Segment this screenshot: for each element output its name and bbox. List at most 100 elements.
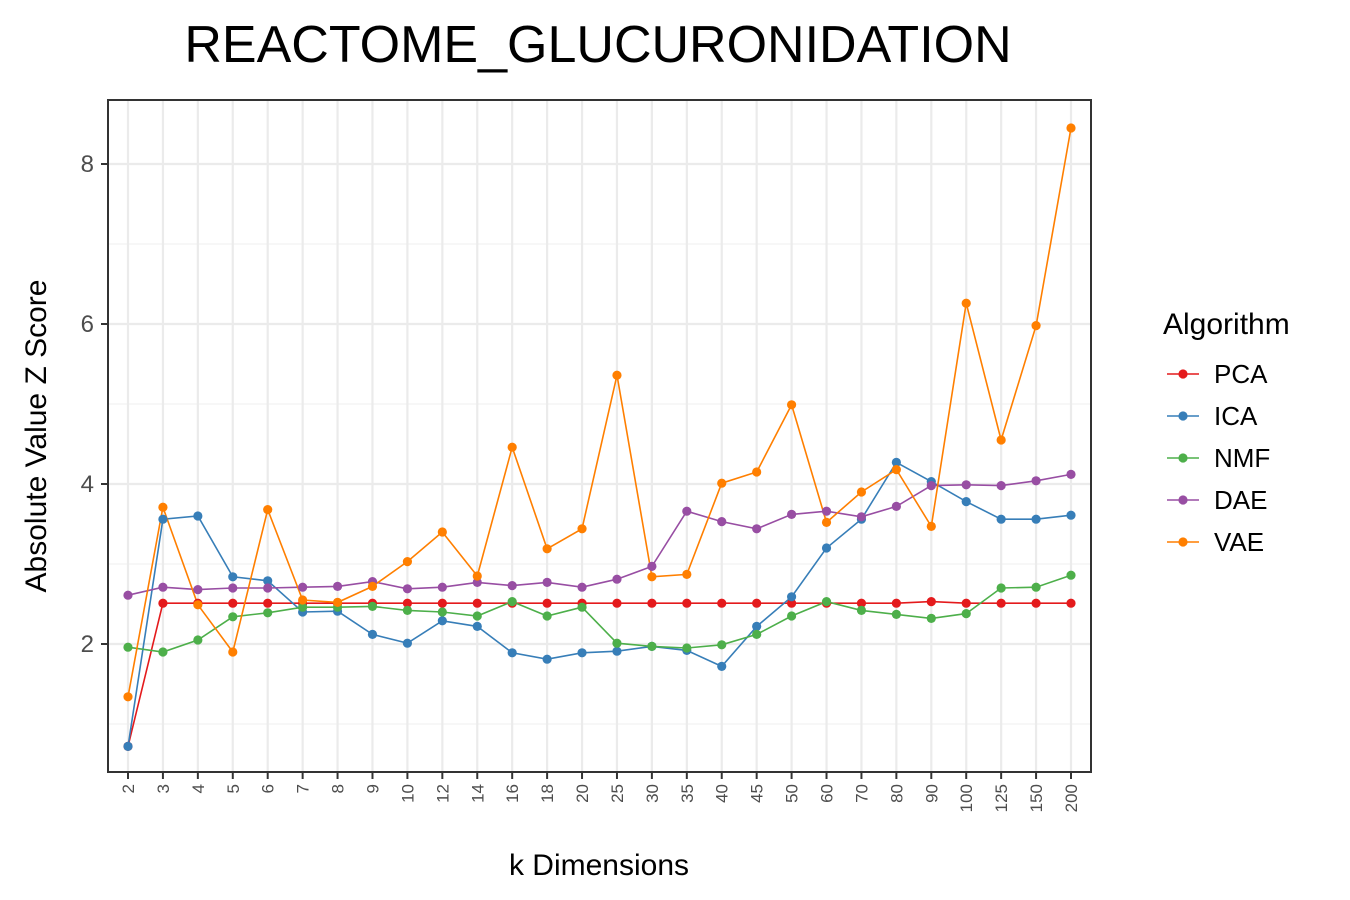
plot-panel [108,100,1091,772]
point-nmf-10 [402,605,413,616]
series-lines [127,127,1072,747]
point-pca-50 [786,598,797,608]
series-line-vae [127,127,1072,697]
x-tick-label: 80 [887,784,906,803]
x-tick-label: 40 [713,784,732,803]
point-vae-35 [682,569,692,580]
point-ica-9 [367,629,378,640]
point-vae-14 [472,571,482,581]
point-ica-10 [402,638,413,648]
point-vae-6 [263,505,273,515]
series-line-ica [127,461,1072,747]
point-ica-5 [228,572,238,582]
point-nmf-90 [926,613,936,624]
point-ica-6 [263,576,273,586]
x-tick-label: 70 [852,784,871,803]
legend-key-point-vae [1178,537,1188,547]
point-ica-80 [891,457,901,467]
point-nmf-40 [717,640,727,650]
point-pca-35 [682,598,692,608]
point-ica-25 [612,646,622,656]
y-axis: 2 4 6 8 [81,151,108,658]
gridlines [108,100,1091,772]
point-vae-4 [193,600,203,610]
x-tick-label: 12 [433,784,452,803]
point-dae-16 [507,581,517,591]
point-nmf-6 [263,608,273,618]
series-line-dae [127,473,1072,596]
point-nmf-4 [193,635,203,645]
point-vae-12 [437,527,447,537]
point-pca-80 [891,598,901,608]
point-pca-45 [752,598,762,608]
point-ica-200 [1066,510,1076,520]
point-vae-200 [1066,123,1076,133]
point-vae-2 [123,692,133,702]
point-dae-6 [263,583,273,593]
point-nmf-45 [752,629,762,640]
point-ica-12 [437,616,447,626]
point-dae-12 [437,582,447,592]
point-vae-25 [612,370,622,380]
x-tick-label: 50 [783,784,802,803]
point-vae-10 [402,557,413,567]
point-dae-80 [891,501,901,511]
legend-label-nmf: NMF [1214,443,1270,473]
point-nmf-25 [612,638,622,648]
x-tick-label: 200 [1062,784,1081,812]
point-nmf-2 [123,642,133,652]
x-tick-label: 35 [678,784,697,803]
point-nmf-35 [682,643,692,653]
point-pca-5 [228,598,238,608]
x-tick-label: 25 [608,784,627,803]
x-tick-label: 45 [748,784,767,803]
point-vae-8 [332,597,343,608]
point-pca-12 [437,598,447,608]
point-pca-3 [158,598,168,608]
x-tick-label: 125 [992,784,1011,812]
point-pca-30 [647,598,657,608]
x-tick-label: 150 [1027,784,1046,812]
x-tick-label: 30 [643,784,662,803]
point-pca-10 [402,598,413,608]
point-vae-9 [367,581,378,592]
y-tick-label: 6 [81,311,94,338]
point-nmf-5 [228,612,238,622]
y-tick-label: 4 [81,471,94,498]
point-ica-18 [542,654,552,664]
point-ica-16 [507,648,517,658]
point-vae-80 [891,465,901,475]
point-pca-70 [856,598,867,608]
point-ica-20 [577,648,587,658]
point-dae-60 [821,506,832,516]
point-ica-125 [996,514,1006,524]
legend-title: Algorithm [1163,308,1290,341]
x-tick-label: 4 [189,784,208,793]
point-vae-18 [542,544,552,554]
point-ica-3 [158,514,168,524]
point-nmf-9 [367,601,378,612]
x-axis-title: k Dimensions [509,849,689,882]
legend-label-ica: ICA [1214,401,1258,431]
y-tick-label: 2 [81,631,94,658]
point-pca-200 [1066,598,1076,608]
chart-title: REACTOME_GLUCURONIDATION [184,16,1011,74]
point-dae-18 [542,577,552,588]
point-dae-40 [717,517,727,527]
point-dae-4 [193,585,203,595]
point-pca-25 [612,598,622,608]
point-ica-45 [752,621,762,632]
point-dae-25 [612,574,622,584]
point-dae-3 [158,582,168,592]
point-nmf-150 [1031,582,1041,592]
point-pca-6 [263,598,273,608]
point-vae-90 [926,521,936,532]
point-vae-60 [821,517,832,528]
point-nmf-12 [437,607,447,617]
x-tick-label: 100 [957,784,976,812]
point-vae-70 [856,487,867,497]
point-ica-50 [786,592,797,602]
point-ica-14 [472,621,482,632]
point-vae-40 [717,478,727,488]
